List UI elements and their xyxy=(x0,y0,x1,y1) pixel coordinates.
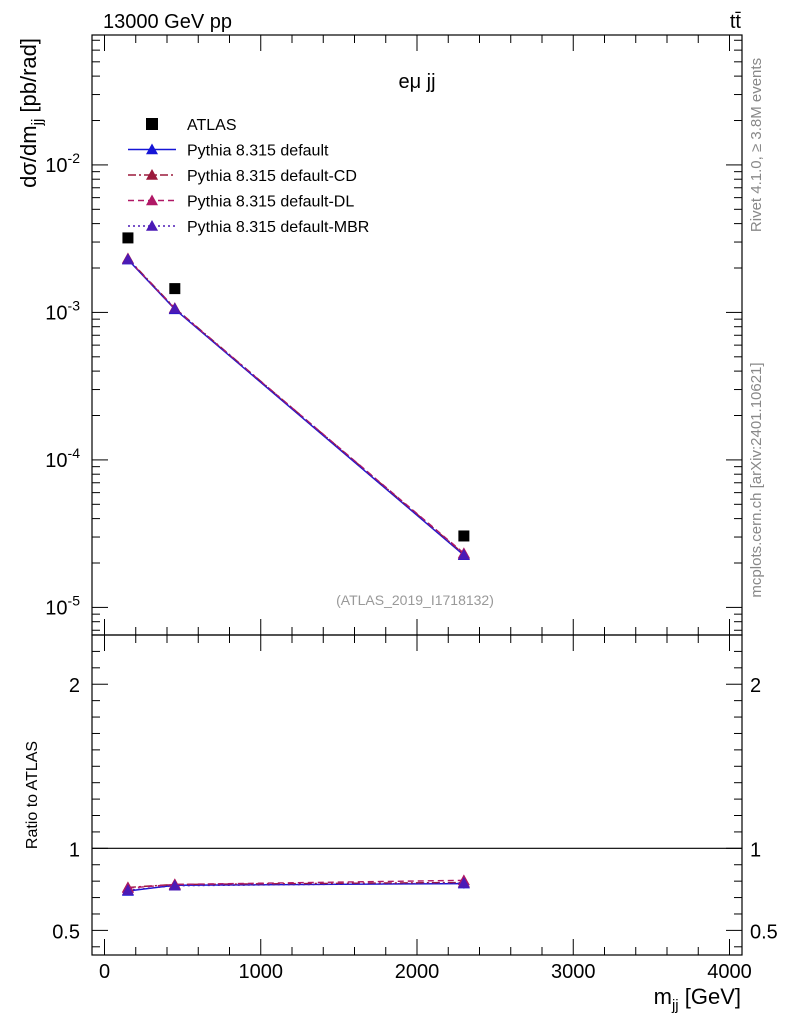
mc-point-triangle xyxy=(457,548,470,560)
main-ylabel: dσ/dmjj [pb/rad] xyxy=(16,38,46,188)
main-y-tick-label: 10-4 xyxy=(45,445,80,472)
x-ticks: 0 1000 2000 3000 4000 xyxy=(99,35,752,983)
ratio-point-triangle xyxy=(457,877,470,888)
legend-label: ATLAS xyxy=(187,117,237,134)
data-point-square xyxy=(122,232,134,244)
x-axis-label: mjj [GeV] xyxy=(654,984,741,1014)
data-point-square xyxy=(169,283,181,295)
ratio-point-triangle xyxy=(121,884,134,895)
main-series-line xyxy=(127,258,465,554)
ratio-point-triangle xyxy=(168,879,181,891)
x-tick-label: 0 xyxy=(99,961,110,983)
x-tick-label: 4000 xyxy=(707,961,752,983)
x-tick-label: 1000 xyxy=(239,961,284,983)
ratio-frame xyxy=(91,634,743,956)
legend-marker-square xyxy=(146,118,158,130)
legend-label: Pythia 8.315 default xyxy=(187,143,329,160)
ratio-y-ticks: 0.5 0.5 1 1 2 2 xyxy=(52,650,778,948)
legend: ATLAS Pythia 8.315 default Pythia 8.315 de… xyxy=(128,117,369,236)
header-left: 13000 GeV pp xyxy=(103,11,232,33)
legend-marker-triangle xyxy=(146,194,158,206)
ratio-series-group xyxy=(121,874,470,896)
main-y-tick-label: 10-2 xyxy=(45,150,80,177)
ratio-ylabel: Ratio to ATLAS xyxy=(24,741,41,849)
ratio-y-tick-label-left: 1 xyxy=(69,839,80,861)
x-tick-label: 2000 xyxy=(395,961,440,983)
ratio-y-tick-label-right: 0.5 xyxy=(750,921,778,943)
legend-marker-triangle xyxy=(146,169,158,180)
main-y-tick-label: 10-5 xyxy=(45,592,80,619)
legend-label: Pythia 8.315 default-MBR xyxy=(187,219,369,236)
legend-label: Pythia 8.315 default-DL xyxy=(187,194,354,211)
ratio-y-tick-label-right: 1 xyxy=(750,839,761,861)
rivet-label: Rivet 4.1.0, ≥ 3.8M events xyxy=(748,58,765,232)
legend-label: Pythia 8.315 default-CD xyxy=(187,168,357,185)
ratio-y-tick-label-left: 0.5 xyxy=(52,921,80,943)
mcplots-label: mcplots.cern.ch [arXiv:2401.10621] xyxy=(748,362,765,597)
legend-marker-triangle xyxy=(146,220,158,231)
header-right: tt̄ xyxy=(730,11,742,33)
main-series-group xyxy=(121,232,470,560)
analysis-watermark: (ATLAS_2019_I1718132) xyxy=(336,592,494,608)
mc-point-triangle xyxy=(168,302,181,314)
panel-title: eμ jj xyxy=(398,71,435,93)
legend-marker-triangle xyxy=(146,143,158,155)
ratio-series-line xyxy=(127,879,464,889)
x-tick-label: 3000 xyxy=(551,961,596,983)
main-y-tick-label: 10-3 xyxy=(45,297,80,324)
main-series-line xyxy=(127,258,465,556)
ratio-y-tick-label-left: 2 xyxy=(69,675,80,697)
mc-point-triangle xyxy=(121,253,134,265)
data-point-square xyxy=(458,530,470,542)
ratio-series-line xyxy=(127,882,464,891)
ratio-y-tick-label-right: 2 xyxy=(750,675,761,697)
